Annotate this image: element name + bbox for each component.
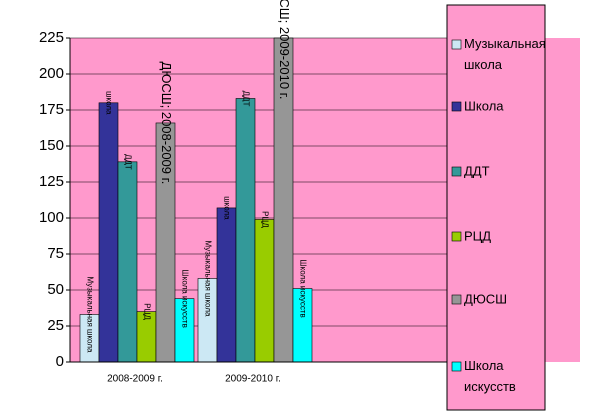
y-tick-label: 0 [56, 353, 64, 370]
y-tick-label: 75 [47, 245, 64, 262]
bar [117, 161, 138, 363]
legend-label: Школа [464, 98, 504, 113]
legend-swatch [451, 101, 462, 112]
y-tick-label: 225 [39, 29, 64, 46]
y-tick-label: 175 [39, 101, 64, 118]
data-label: Музыкальная школа [85, 277, 94, 354]
x-tick-label: 2009-2010 г. [225, 374, 281, 385]
legend-swatch [451, 361, 462, 372]
data-label: Музыкальная школа [203, 241, 212, 318]
y-tick-label: 150 [39, 137, 64, 154]
data-label: РЦД [260, 211, 269, 228]
legend-box [446, 4, 546, 411]
data-label: Школа искусств [180, 269, 189, 327]
bar [216, 207, 237, 363]
data-label: ДЮСШ; 2009-2010 г. [277, 0, 292, 99]
data-label: школа [222, 196, 231, 220]
legend-label: Школа искусств [464, 358, 516, 394]
bar [254, 219, 275, 363]
y-tick-label: 100 [39, 209, 64, 226]
legend-swatch [451, 231, 462, 242]
legend-label: Музыкальная школа [464, 36, 546, 72]
legend-swatch [451, 39, 462, 50]
y-tick-label: 200 [39, 65, 64, 82]
legend-label: ДЮСШ [464, 291, 507, 306]
y-tick-label: 50 [47, 281, 64, 298]
y-tick-label: 25 [47, 317, 64, 334]
data-label: Школа искусств [298, 259, 307, 317]
y-tick-label: 125 [39, 173, 64, 190]
legend-swatch [451, 294, 462, 305]
data-label: РЦД [142, 303, 151, 320]
legend-label: РЦД [464, 228, 491, 243]
data-label: школа [104, 91, 113, 115]
data-label: ДДТ [241, 91, 250, 107]
legend-label: ДДТ [464, 163, 490, 178]
bar [235, 98, 256, 363]
data-label: ДДТ [123, 154, 132, 170]
data-label: ДЮСШ; 2008-2009 г. [159, 62, 174, 185]
legend-swatch [451, 166, 462, 177]
x-tick-label: 2008-2009 г. [107, 374, 163, 385]
bar [98, 102, 119, 363]
